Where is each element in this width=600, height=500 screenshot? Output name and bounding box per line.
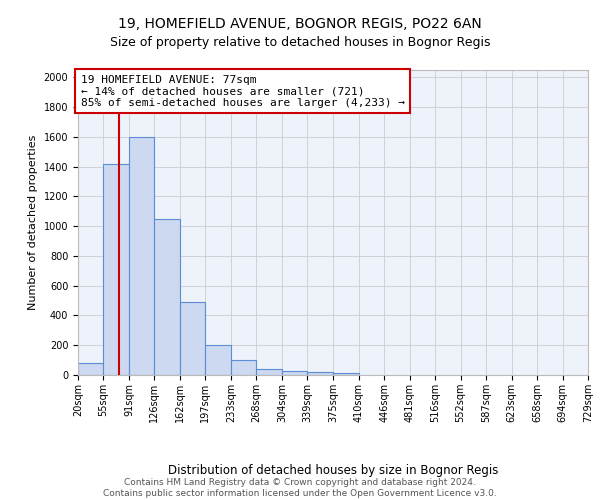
- Bar: [307, 372, 334, 375]
- Bar: [129, 137, 154, 375]
- Bar: [256, 369, 282, 375]
- Bar: [334, 373, 359, 375]
- Bar: [231, 360, 256, 375]
- Text: Contains HM Land Registry data © Crown copyright and database right 2024.
Contai: Contains HM Land Registry data © Crown c…: [103, 478, 497, 498]
- Bar: [154, 219, 180, 375]
- Text: 19 HOMEFIELD AVENUE: 77sqm
← 14% of detached houses are smaller (721)
85% of sem: 19 HOMEFIELD AVENUE: 77sqm ← 14% of deta…: [80, 74, 404, 108]
- Y-axis label: Number of detached properties: Number of detached properties: [28, 135, 38, 310]
- Text: Size of property relative to detached houses in Bognor Regis: Size of property relative to detached ho…: [110, 36, 490, 49]
- Bar: [205, 344, 231, 375]
- Bar: [282, 372, 307, 375]
- Text: 19, HOMEFIELD AVENUE, BOGNOR REGIS, PO22 6AN: 19, HOMEFIELD AVENUE, BOGNOR REGIS, PO22…: [118, 18, 482, 32]
- Bar: [78, 363, 103, 375]
- Bar: [180, 302, 205, 375]
- Bar: [103, 164, 129, 375]
- X-axis label: Distribution of detached houses by size in Bognor Regis: Distribution of detached houses by size …: [168, 464, 498, 477]
